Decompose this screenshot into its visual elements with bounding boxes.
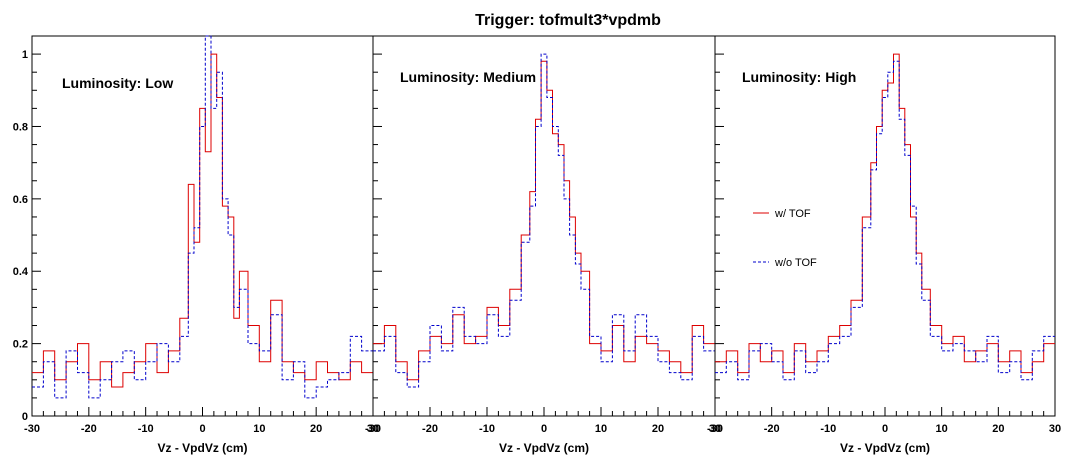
chart-title: Trigger: tofmult3*vpdmb	[475, 12, 661, 29]
x-tick-label: -20	[764, 423, 780, 435]
x-tick-label: -10	[479, 423, 495, 435]
x-tick-label: 30	[367, 423, 379, 435]
x-tick-label: 0	[882, 423, 888, 435]
legend: w/ TOF w/o TOF	[753, 208, 817, 269]
series-with-tof	[373, 60, 715, 381]
x-tick-label: 0	[199, 423, 205, 435]
series-without-tof	[715, 60, 1055, 381]
x-tick-label: -10	[820, 423, 836, 435]
legend-label-without-tof: w/o TOF	[774, 257, 817, 269]
x-tick-label: 30	[1049, 423, 1061, 435]
x-axis-title: Vz - VpdVz (cm)	[157, 441, 247, 455]
panel-3: -30 -20 -10 0 10 20 30 Vz - VpdVz (cm) Luminosit…	[707, 35, 1061, 455]
x-tick-label: 20	[652, 423, 664, 435]
x-tick-label: 10	[595, 423, 607, 435]
y-tick-label: 0	[22, 411, 28, 423]
x-tick-label: -20	[422, 423, 438, 435]
y-tick-label: 0.4	[13, 266, 29, 278]
y-tick-label: 1	[22, 49, 28, 61]
panel-1: -30 -20 -10 0 10 20 30 0 0.2 0.4 0.6 0.8 1 Vz - VpdVz…	[13, 35, 379, 455]
x-tick-label: 20	[310, 423, 322, 435]
plot-frame	[31, 35, 374, 417]
x-tick-label: 10	[936, 423, 948, 435]
x-tick-label: 20	[992, 423, 1004, 435]
series-without-tof	[32, 35, 373, 399]
plot-frame	[372, 35, 716, 417]
y-tick-label: 0.2	[13, 339, 28, 351]
x-tick-label: 10	[253, 423, 265, 435]
panel-label: Luminosity: Low	[62, 75, 173, 91]
panel-label: Luminosity: High	[742, 69, 856, 85]
plot-frame	[714, 35, 1056, 417]
x-tick-label: -30	[365, 423, 381, 435]
y-tick-label: 0.6	[13, 194, 28, 206]
panel-2: -30 -20 -10 0 10 20 30 Vz - VpdVz (cm) Luminosit…	[365, 35, 721, 455]
series-with-tof	[32, 53, 373, 388]
series-without-tof	[373, 53, 715, 388]
legend-label-with-tof: w/ TOF	[774, 208, 811, 220]
x-tick-label: 30	[709, 423, 721, 435]
x-axis-title: Vz - VpdVz (cm)	[840, 441, 930, 455]
y-tick-label: 0.8	[13, 121, 28, 133]
panel-label: Luminosity: Medium	[400, 69, 536, 85]
x-tick-label: -30	[707, 423, 723, 435]
x-tick-label: -20	[81, 423, 97, 435]
x-axis-title: Vz - VpdVz (cm)	[499, 441, 589, 455]
x-tick-label: 0	[541, 423, 547, 435]
x-tick-label: -30	[24, 423, 40, 435]
x-tick-label: -10	[138, 423, 154, 435]
panels: -30 -20 -10 0 10 20 30 0 0.2 0.4 0.6 0.8 1 Vz - VpdVz…	[13, 35, 1061, 455]
